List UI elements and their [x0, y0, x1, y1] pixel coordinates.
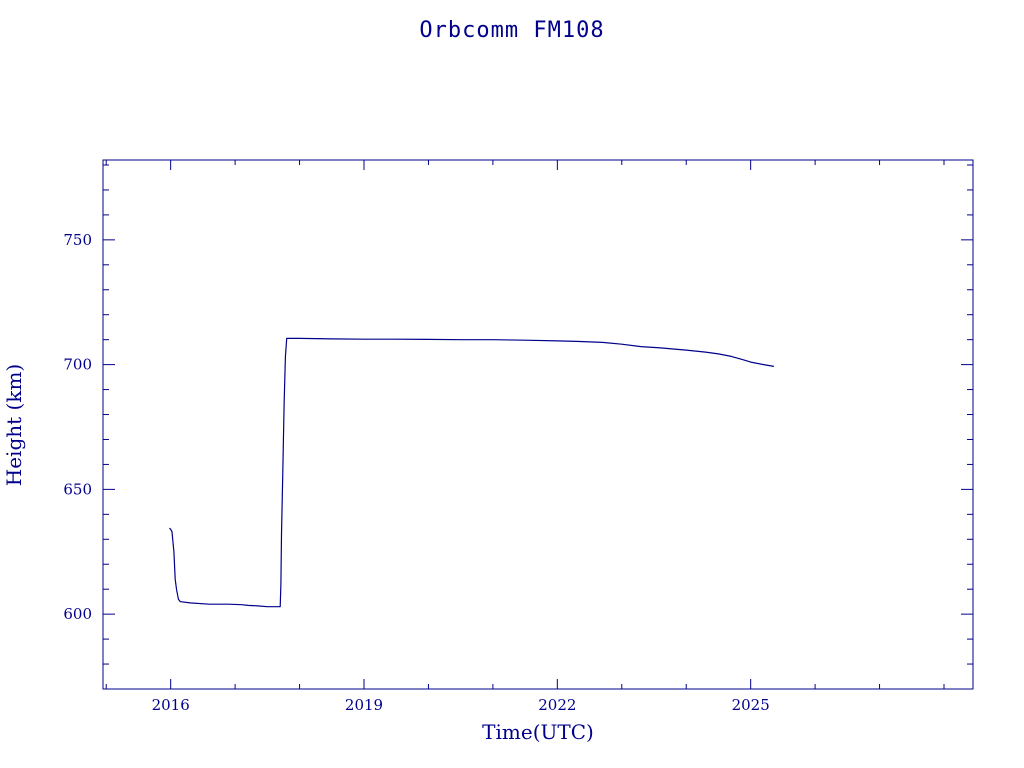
x-tick-label: 2019: [345, 696, 383, 714]
y-axis-label: Height (km): [2, 364, 26, 486]
axis-tick-labels: 2016 2019 2022 2025 600 650 700 750: [63, 231, 769, 714]
plot-frame: [102, 159, 974, 690]
axis-ticks: [103, 160, 973, 690]
y-tick-label: 650: [63, 480, 92, 498]
y-tick-label: 750: [63, 231, 92, 249]
x-tick-label: 2022: [538, 696, 576, 714]
y-tick-label: 600: [63, 605, 92, 623]
x-tick-label: 2016: [152, 696, 190, 714]
chart-title: Orbcomm FM108: [419, 18, 604, 43]
y-tick-label: 700: [63, 356, 92, 374]
x-axis-label: Time(UTC): [482, 720, 594, 744]
series-line-height: [168, 337, 775, 608]
x-tick-label: 2025: [732, 696, 770, 714]
